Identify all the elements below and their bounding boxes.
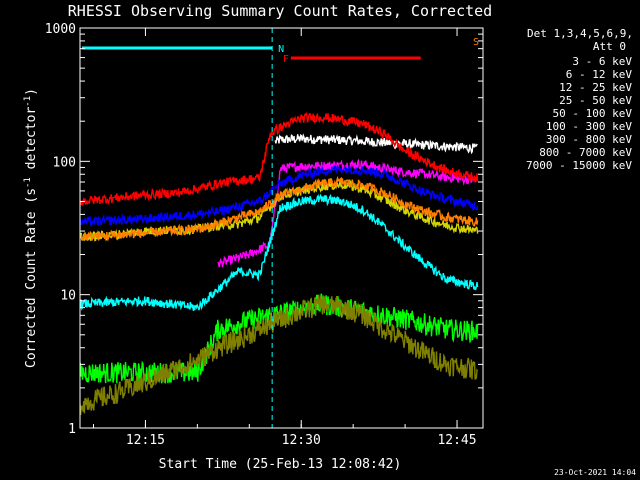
series-7000-15000kev-seg1	[80, 294, 479, 415]
legend-header-detectors: Det 1,3,4,5,6,9,	[527, 27, 633, 40]
y-axis-label-sup2: -1	[23, 96, 33, 107]
y-axis: 1 10 100 1000	[45, 22, 483, 437]
flag-label-s: S	[473, 37, 479, 48]
series-800-7000kev-seg1	[80, 175, 479, 242]
y-tick-label-100: 100	[53, 155, 76, 170]
plot-frame	[79, 27, 484, 429]
chart-title: RHESSI Observing Summary Count Rates, Co…	[68, 2, 492, 20]
flag-label-f: F	[283, 54, 289, 65]
legend-entry-3: 25 - 50 keV	[559, 94, 632, 107]
legend-entry-0: 3 - 6 keV	[572, 55, 632, 68]
series-300-800kev-seg1	[80, 165, 479, 228]
x-axis: 12:15 12:30 12:45	[93, 28, 477, 448]
y-axis-label-main: Corrected Count Rate (s	[24, 188, 39, 368]
series-25-50kev-seg1	[80, 193, 479, 311]
series-layer	[80, 111, 479, 415]
flag-layer: NF S	[82, 37, 479, 65]
series-100-300kev-seg1	[80, 111, 479, 206]
y-axis-label-mid: detector	[24, 107, 39, 178]
y-tick-label-10: 10	[60, 289, 76, 304]
x-tick-label-1215: 12:15	[126, 433, 165, 448]
legend-entry-4: 50 - 100 keV	[553, 107, 633, 120]
x-axis-label: Start Time (25-Feb-13 12:08:42)	[159, 457, 402, 472]
legend-entry-5: 100 - 300 keV	[546, 120, 632, 133]
legend-entry-8: 7000 - 15000 keV	[526, 159, 632, 172]
y-axis-label: Corrected Count Rate (s-1 detector-1)	[23, 88, 39, 368]
legend-entry-7: 800 - 7000 keV	[539, 146, 632, 159]
y-tick-label-1000: 1000	[45, 22, 76, 37]
legend-entry-2: 12 - 25 keV	[559, 81, 632, 94]
legend-header-attenuator: Att 0	[593, 40, 626, 53]
x-tick-label-1230: 12:30	[282, 433, 321, 448]
x-tick-label-1245: 12:45	[437, 433, 476, 448]
y-axis-label-sup1: -1	[23, 177, 33, 188]
y-tick-label-1: 1	[68, 422, 76, 437]
generation-timestamp: 23-Oct-2021 14:04	[554, 468, 636, 477]
flag-label-n: N	[278, 44, 284, 55]
legend-entry-6: 300 - 800 keV	[546, 133, 632, 146]
series-3-6kev-seg1	[274, 133, 478, 155]
legend-entry-1: 6 - 12 keV	[566, 68, 633, 81]
y-axis-label-end: )	[24, 88, 39, 96]
